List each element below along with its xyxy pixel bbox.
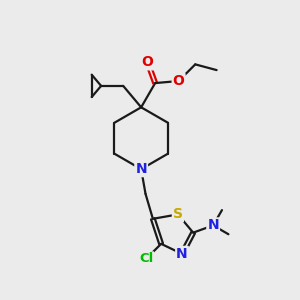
- Text: Cl: Cl: [139, 252, 153, 265]
- Text: O: O: [173, 74, 184, 88]
- Text: S: S: [173, 207, 183, 221]
- Text: N: N: [135, 162, 147, 176]
- Text: N: N: [207, 218, 219, 233]
- Text: O: O: [142, 55, 154, 69]
- Text: N: N: [176, 247, 188, 261]
